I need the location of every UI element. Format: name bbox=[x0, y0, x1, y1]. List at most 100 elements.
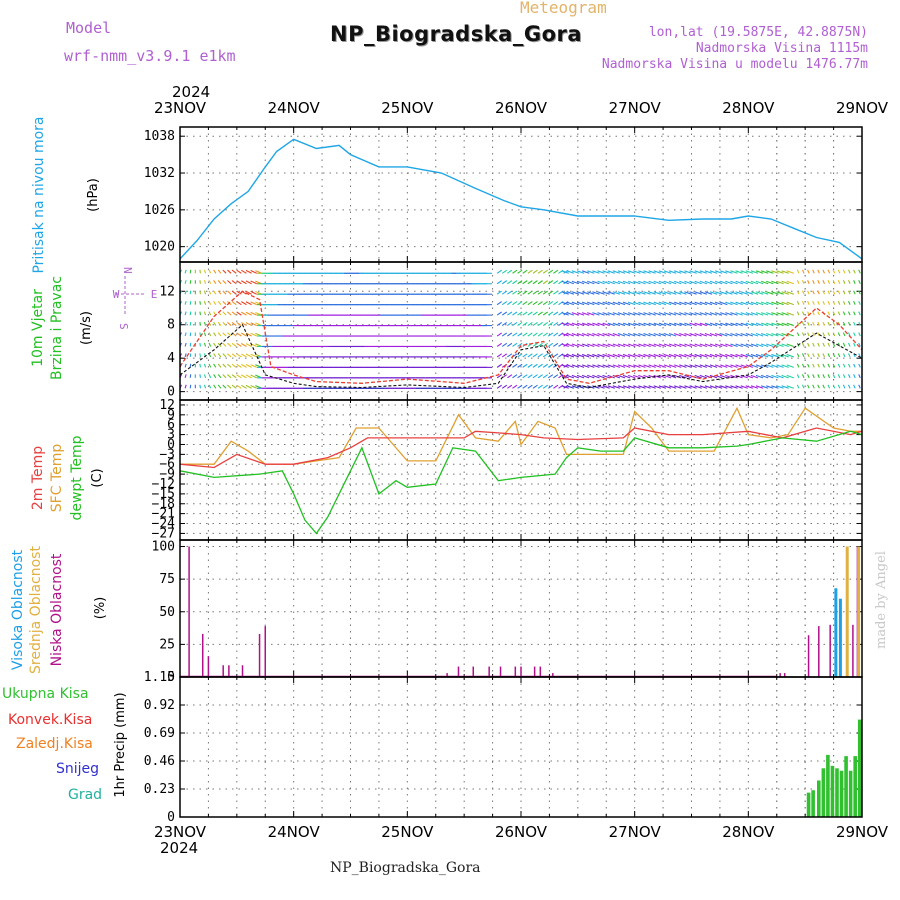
wind-arrow bbox=[807, 374, 810, 379]
x-tick-label-top: 26NOV bbox=[495, 99, 548, 117]
wind-arrow bbox=[627, 385, 636, 389]
wind-arrow bbox=[694, 333, 702, 337]
wind-arrow bbox=[704, 364, 713, 368]
wind-arrow bbox=[184, 269, 187, 274]
wind-arrow bbox=[663, 333, 672, 337]
wind-arrow bbox=[213, 353, 217, 358]
wind-arrow bbox=[827, 384, 831, 389]
wind-arrow bbox=[837, 342, 841, 347]
wind-arrow bbox=[537, 363, 543, 368]
wind-arrow bbox=[507, 332, 513, 337]
wind-arrow bbox=[576, 353, 585, 358]
wind-arrow bbox=[231, 321, 237, 327]
wind-arrow bbox=[781, 364, 789, 368]
x-tick-label-bottom: 24NOV bbox=[268, 823, 321, 841]
wind-arrow bbox=[547, 374, 554, 379]
wind-arrow bbox=[658, 364, 667, 368]
wind-arrow bbox=[755, 301, 764, 306]
wind-arrow bbox=[512, 290, 518, 295]
wind-arrow bbox=[801, 384, 805, 389]
cloud-bar bbox=[472, 666, 475, 677]
wind-arrow bbox=[612, 374, 621, 379]
wind-arrow bbox=[522, 269, 528, 274]
wind-arrow bbox=[699, 364, 708, 368]
wind-arrow bbox=[184, 301, 187, 305]
wind-arrow bbox=[853, 332, 856, 337]
wind-arrow bbox=[704, 280, 713, 285]
wind-arrow bbox=[553, 384, 559, 389]
wind-arrow bbox=[704, 291, 713, 295]
wind-arrow bbox=[714, 291, 723, 295]
wind-arrow bbox=[638, 270, 646, 274]
precip-bar bbox=[857, 719, 862, 817]
compass-north: N bbox=[121, 267, 134, 274]
wind-arrow bbox=[622, 343, 631, 347]
wind-arrow bbox=[517, 311, 523, 316]
wind-arrow bbox=[227, 353, 232, 358]
cloud-bar bbox=[829, 624, 831, 677]
wind-arrow bbox=[714, 333, 723, 337]
wind-arrow bbox=[674, 270, 682, 274]
wind-arrow bbox=[832, 363, 836, 368]
wind-arrow bbox=[771, 343, 779, 347]
wind-arrow bbox=[250, 374, 257, 379]
cloud-bar bbox=[845, 546, 849, 677]
cloud-bar bbox=[514, 666, 517, 677]
wind-arrow bbox=[553, 290, 559, 295]
wind-arrow bbox=[817, 363, 820, 368]
y-tick-label: −6 bbox=[159, 457, 175, 472]
temp-line-dewpt bbox=[179, 430, 863, 535]
wind-arrow bbox=[842, 332, 846, 337]
wind-arrow bbox=[208, 280, 212, 284]
wind-arrow bbox=[542, 301, 549, 306]
wind-arrow bbox=[832, 342, 836, 347]
wind-arrow bbox=[750, 343, 759, 347]
wind-arrow bbox=[597, 312, 605, 316]
wind-arrow bbox=[638, 364, 646, 368]
wind-arrow bbox=[766, 374, 774, 379]
wind-arrow bbox=[725, 301, 733, 306]
wind-arrow bbox=[771, 333, 779, 337]
high-cloud-label: Visoka Oblacnost bbox=[10, 549, 26, 670]
wind-arrow bbox=[213, 384, 217, 389]
wind-arrow bbox=[532, 384, 538, 389]
wind-arrow bbox=[689, 333, 697, 337]
wind-arrow bbox=[592, 280, 600, 285]
wind-arrow bbox=[822, 269, 825, 274]
temp2m-label: 2m Temp bbox=[30, 446, 46, 510]
wind-arrow bbox=[801, 321, 805, 326]
wind-arrow bbox=[602, 353, 610, 358]
wind-arrow bbox=[699, 270, 708, 274]
wind-arrow bbox=[745, 343, 754, 347]
wind-arrow bbox=[217, 363, 222, 368]
wind-arrow bbox=[250, 270, 257, 274]
wind-arrow bbox=[648, 385, 656, 389]
wind-arrow bbox=[837, 353, 841, 358]
wind-arrow bbox=[213, 290, 217, 295]
wind-arrow bbox=[658, 270, 667, 274]
wind-arrow bbox=[638, 353, 646, 358]
wind-arrow bbox=[730, 364, 738, 368]
wind-arrow bbox=[653, 322, 661, 327]
wind-arrow bbox=[817, 300, 820, 305]
precip-bar bbox=[811, 790, 815, 817]
wind-arrow bbox=[817, 290, 820, 295]
wind-arrow bbox=[199, 290, 202, 295]
wind-arrow bbox=[547, 321, 554, 327]
wind-arrow bbox=[553, 332, 559, 337]
y-tick-label: 0 bbox=[167, 670, 175, 685]
wind-arrow bbox=[184, 353, 187, 358]
wind-arrow bbox=[597, 343, 605, 347]
wind-arrow bbox=[576, 374, 585, 379]
wind-arrow bbox=[199, 353, 202, 358]
y-tick-label: 0.23 bbox=[144, 782, 175, 797]
wind-arrow bbox=[537, 332, 543, 337]
wind-arrow bbox=[512, 363, 518, 368]
wind-arrow bbox=[725, 385, 733, 389]
wind-arrow bbox=[512, 280, 518, 285]
wind-arrow bbox=[581, 280, 590, 285]
wind-arrow bbox=[720, 280, 728, 285]
y-tick-label: −3 bbox=[159, 447, 175, 462]
precip-bar bbox=[806, 792, 811, 817]
wind-arrow bbox=[720, 270, 728, 274]
